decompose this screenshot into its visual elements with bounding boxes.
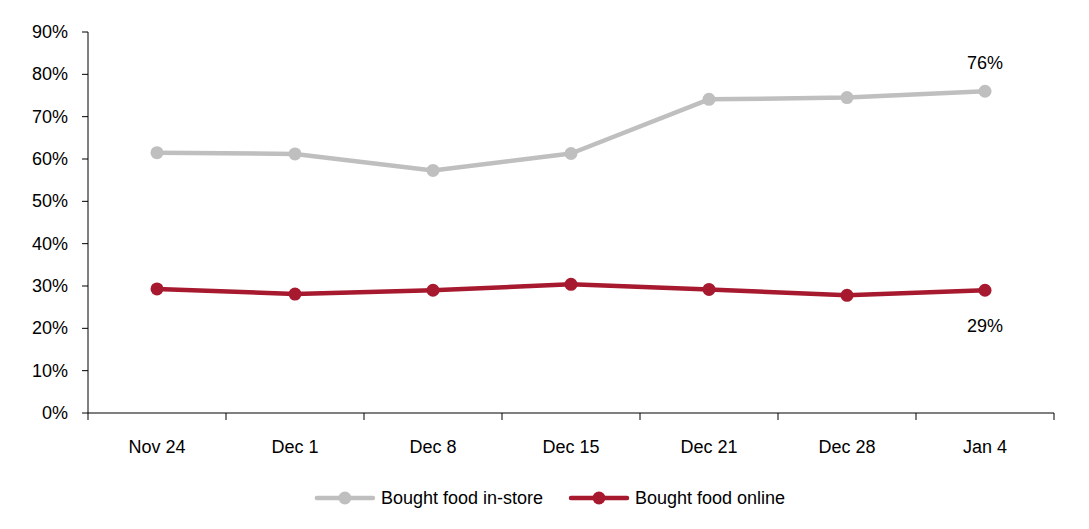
y-tick xyxy=(82,74,88,75)
x-tick xyxy=(916,413,917,420)
legend: Bought food in-store Bought food online xyxy=(317,488,785,508)
series-marker xyxy=(979,85,992,98)
series-marker xyxy=(151,146,164,159)
y-tick-label: 80% xyxy=(32,64,68,84)
series-marker xyxy=(289,288,302,301)
series-line xyxy=(157,91,985,170)
y-tick xyxy=(82,413,88,414)
y-tick xyxy=(82,328,88,329)
series-marker xyxy=(427,284,440,297)
x-tick xyxy=(364,413,365,420)
y-tick xyxy=(82,116,88,117)
series-marker xyxy=(841,91,854,104)
legend-label: Bought food online xyxy=(635,488,785,508)
y-tick-label: 40% xyxy=(32,234,68,254)
x-tick xyxy=(640,413,641,420)
y-tick-label: 70% xyxy=(32,107,68,127)
x-tick xyxy=(88,413,89,420)
series-marker xyxy=(565,278,578,291)
series-marker xyxy=(427,164,440,177)
series-marker xyxy=(979,284,992,297)
y-tick xyxy=(82,243,88,244)
x-tick xyxy=(1054,413,1055,420)
y-tick-label: 60% xyxy=(32,149,68,169)
y-tick-label: 30% xyxy=(32,276,68,296)
legend-marker xyxy=(338,492,351,505)
x-tick xyxy=(226,413,227,420)
series-marker xyxy=(703,93,716,106)
data-labels: 76% 29% xyxy=(967,53,1003,336)
data-label: 76% xyxy=(967,53,1003,73)
series-marker xyxy=(841,289,854,302)
y-tick-label: 50% xyxy=(32,191,68,211)
x-tick xyxy=(778,413,779,420)
x-tick-label: Dec 21 xyxy=(680,437,737,457)
series-marker xyxy=(565,147,578,160)
series-marker xyxy=(703,283,716,296)
x-tick-label: Dec 28 xyxy=(818,437,875,457)
legend-item: Bought food online xyxy=(571,488,785,508)
y-axis xyxy=(88,32,89,413)
y-tick-label: 0% xyxy=(42,403,68,423)
y-tick xyxy=(82,159,88,160)
legend-marker xyxy=(592,492,605,505)
y-tick xyxy=(82,286,88,287)
chart: 0% 10% 20% 30% 40% 50% 60% 70% 80% 90% Nov 24 Dec 1… xyxy=(0,0,1089,529)
series-marker xyxy=(151,282,164,295)
y-tick xyxy=(82,201,88,202)
y-tick-label: 10% xyxy=(32,361,68,381)
legend-item: Bought food in-store xyxy=(317,488,543,508)
x-tick-label: Dec 8 xyxy=(409,437,456,457)
data-label: 29% xyxy=(967,316,1003,336)
x-tick-label: Dec 15 xyxy=(542,437,599,457)
x-tick xyxy=(502,413,503,420)
x-axis xyxy=(88,413,1054,414)
y-tick-label: 90% xyxy=(32,22,68,42)
legend-label: Bought food in-store xyxy=(381,488,543,508)
y-tick xyxy=(82,32,88,33)
plot-area xyxy=(151,85,992,302)
x-tick-label: Jan 4 xyxy=(963,437,1007,457)
y-tick xyxy=(82,370,88,371)
x-tick-label: Nov 24 xyxy=(128,437,185,457)
x-tick-label: Dec 1 xyxy=(271,437,318,457)
series-marker xyxy=(289,147,302,160)
y-tick-label: 20% xyxy=(32,318,68,338)
